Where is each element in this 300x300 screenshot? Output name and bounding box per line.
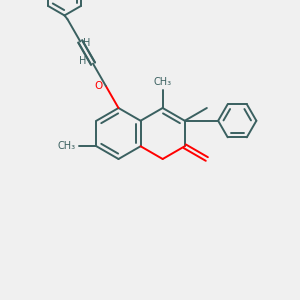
Text: H: H (82, 38, 90, 48)
Text: O: O (94, 81, 102, 91)
Text: H: H (79, 56, 86, 66)
Text: CH₃: CH₃ (154, 76, 172, 86)
Text: CH₃: CH₃ (57, 141, 76, 151)
